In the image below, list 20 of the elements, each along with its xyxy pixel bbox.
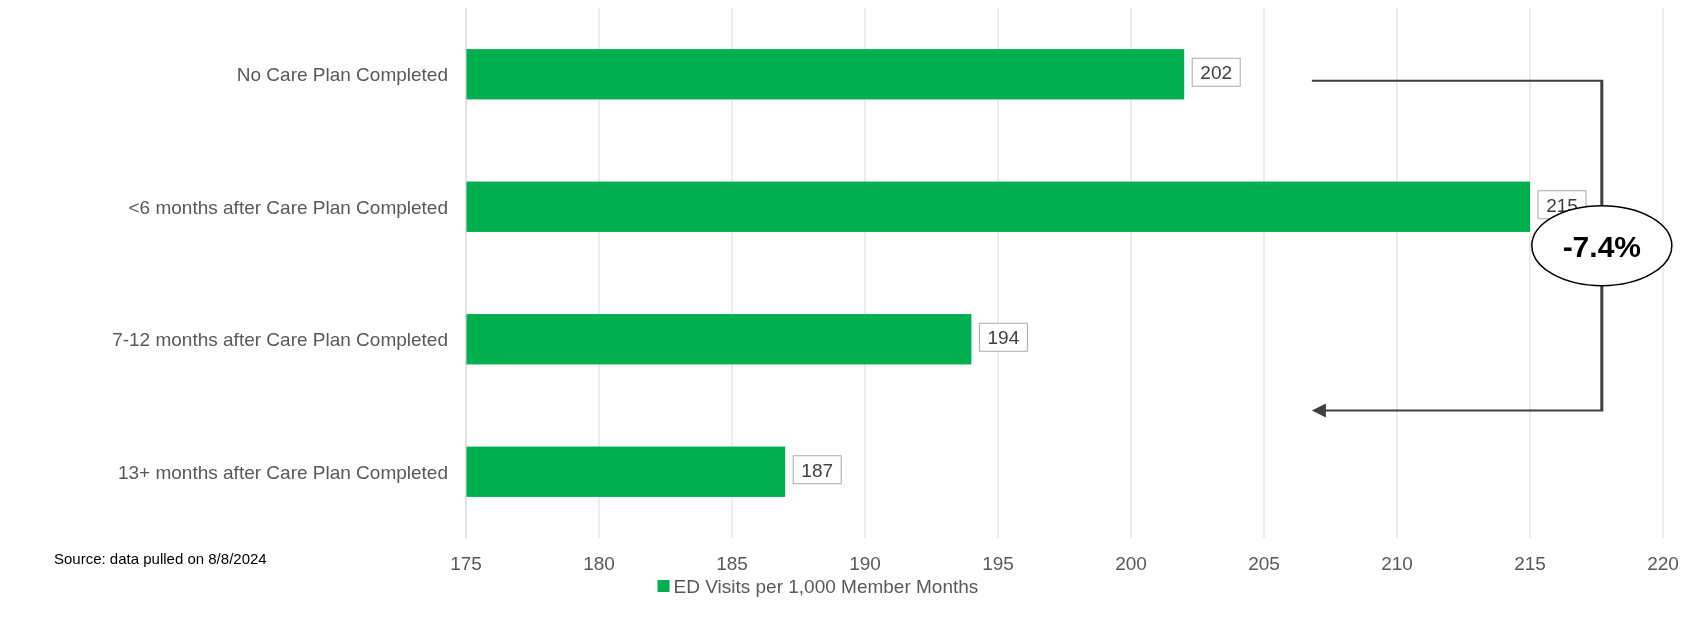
source-note: Source: data pulled on 8/8/2024 xyxy=(54,550,267,567)
x-tick-label: 210 xyxy=(1381,553,1413,574)
y-tick-label: 13+ months after Care Plan Completed xyxy=(117,461,448,483)
x-tick-label: 185 xyxy=(716,553,748,574)
y-tick-label: 7-12 months after Care Plan Completed xyxy=(112,329,448,351)
x-tick-label: 220 xyxy=(1647,553,1679,574)
x-tick-label: 215 xyxy=(1514,553,1546,574)
x-tick-label: 195 xyxy=(982,553,1014,574)
x-tick-label: 205 xyxy=(1248,553,1280,574)
x-tick-label: 175 xyxy=(450,553,482,574)
annotation: -7.4% xyxy=(1562,229,1642,263)
data-label: 187 xyxy=(801,459,834,481)
x-tick-label: 190 xyxy=(849,553,881,574)
x-tick-label: 200 xyxy=(1115,553,1147,574)
y-tick-label: <6 months after Care Plan Completed xyxy=(128,196,448,218)
data-label: 202 xyxy=(1200,62,1233,84)
legend-label: ED Visits per 1,000 Member Months xyxy=(673,576,979,597)
data-label: 194 xyxy=(987,327,1020,349)
x-tick-label: 180 xyxy=(583,553,615,574)
y-tick-label: No Care Plan Completed xyxy=(236,64,448,86)
